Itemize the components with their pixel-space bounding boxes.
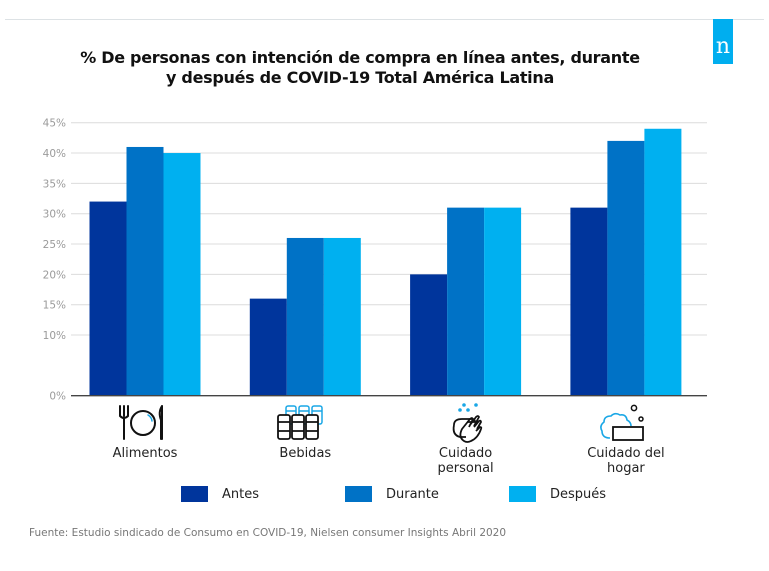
y-tick-label: 20% bbox=[43, 269, 66, 281]
x-tick-label-line: Alimentos bbox=[112, 446, 178, 461]
x-tick-label: Cuidado del hogar bbox=[566, 446, 686, 476]
legend-label: Después bbox=[550, 486, 607, 502]
top-divider bbox=[5, 19, 764, 20]
hand-washing-icon bbox=[452, 403, 483, 443]
bar-antes-2 bbox=[410, 274, 448, 396]
bar-durante-1 bbox=[286, 237, 324, 396]
y-tick-label: 45% bbox=[43, 118, 66, 130]
x-tick-label: Bebidas bbox=[245, 446, 365, 461]
bar-durante-3 bbox=[607, 140, 645, 396]
nielsen-logo: n bbox=[713, 19, 733, 64]
x-tick-label-line: Cuidado del bbox=[587, 446, 665, 461]
y-tick-label: 35% bbox=[43, 178, 66, 190]
bar-despues-3 bbox=[644, 128, 682, 396]
bar-antes-0 bbox=[89, 201, 127, 396]
soap-bar-icon bbox=[600, 404, 644, 441]
x-tick-label-line: personal bbox=[437, 461, 494, 476]
beverage-cans-icon bbox=[277, 405, 323, 440]
legend-swatch-antes bbox=[181, 486, 208, 502]
y-tick-label: 25% bbox=[43, 239, 66, 251]
bar-despues-2 bbox=[484, 207, 522, 396]
y-tick-label: 0% bbox=[49, 391, 66, 403]
source-note: Fuente: Estudio sindicado de Consumo en … bbox=[29, 527, 507, 539]
x-tick-label: Alimentos bbox=[85, 446, 205, 461]
y-tick-label: 10% bbox=[43, 330, 66, 342]
bar-despues-0 bbox=[163, 153, 201, 396]
bar-antes-1 bbox=[249, 298, 287, 396]
x-tick-label-line: hogar bbox=[607, 461, 645, 476]
x-tick-label: Cuidado personal bbox=[406, 446, 526, 476]
x-tick-label-line: Cuidado bbox=[438, 446, 493, 461]
chart-title: % De personas con intención de compra en… bbox=[40, 48, 680, 88]
legend-item-antes: Antes bbox=[181, 486, 259, 502]
y-tick-label: 40% bbox=[43, 148, 66, 160]
legend-swatch-despues bbox=[509, 486, 536, 502]
logo-letter: n bbox=[715, 34, 731, 59]
legend-item-durante: Durante bbox=[345, 486, 439, 502]
legend-swatch-durante bbox=[345, 486, 372, 502]
bar-durante-0 bbox=[126, 146, 164, 396]
x-tick-label-line: Bebidas bbox=[279, 446, 332, 461]
legend-item-despues: Después bbox=[509, 486, 606, 502]
chart-title-line-2: y después de COVID-19 Total América Lati… bbox=[166, 68, 554, 87]
bar-despues-1 bbox=[323, 237, 361, 396]
y-tick-label: 30% bbox=[43, 209, 66, 221]
y-tick-label: 15% bbox=[43, 300, 66, 312]
bar-durante-2 bbox=[447, 207, 485, 396]
plate-cutlery-icon bbox=[119, 405, 163, 440]
chart-title-line-1: % De personas con intención de compra en… bbox=[80, 48, 640, 67]
legend-label: Durante bbox=[386, 486, 439, 502]
legend-label: Antes bbox=[222, 486, 260, 502]
bar-antes-3 bbox=[570, 207, 608, 396]
